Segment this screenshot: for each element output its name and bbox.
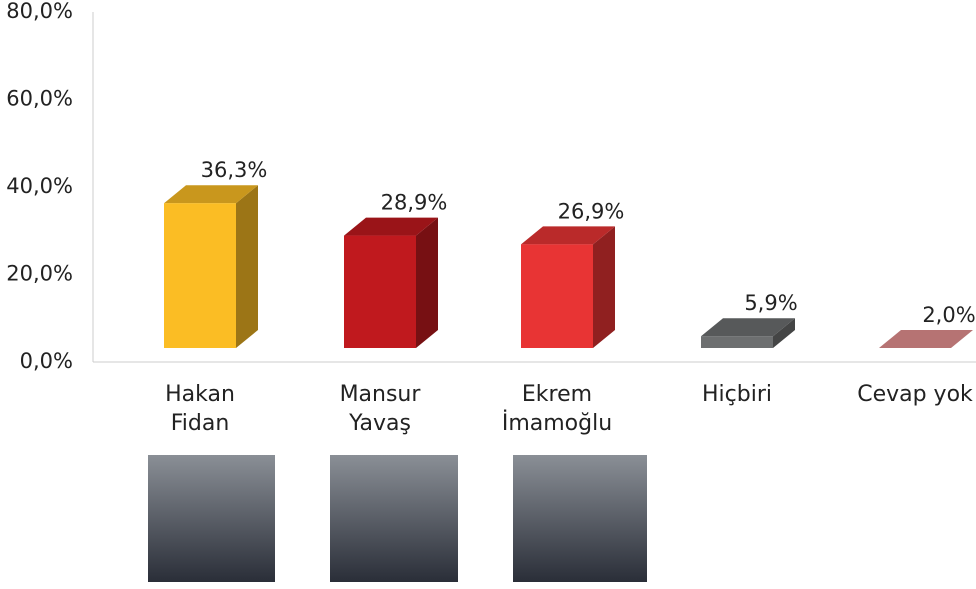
x-tick-label: Hiçbiri <box>702 382 772 407</box>
bar-top <box>879 330 973 348</box>
bar-top <box>344 217 438 236</box>
photo <box>513 455 647 582</box>
photo <box>330 455 458 582</box>
y-tick-label: 80,0% <box>6 0 73 23</box>
bar-side <box>416 217 438 348</box>
bar-side <box>773 318 795 348</box>
x-tick-label: Ekrem İmamoğlu <box>501 382 613 436</box>
y-tick-label: 0,0% <box>20 349 73 373</box>
bar <box>701 336 773 348</box>
bar <box>521 244 593 348</box>
value-label: 5,9% <box>744 291 797 315</box>
y-tick-label: 60,0% <box>6 87 73 111</box>
photo <box>148 455 275 582</box>
bar-side <box>236 185 258 348</box>
x-tick-label: Cevap yok <box>857 382 973 407</box>
value-label: 36,3% <box>201 158 268 182</box>
value-label: 26,9% <box>558 199 625 223</box>
y-tick-label: 40,0% <box>6 174 73 198</box>
bar-top <box>521 226 615 245</box>
bar-side <box>593 226 615 348</box>
bar-top <box>701 318 795 337</box>
bar <box>344 235 416 348</box>
bar-top <box>164 185 258 204</box>
x-tick-label: Hakan Fidan <box>165 382 235 436</box>
value-label: 28,9% <box>381 191 448 215</box>
y-tick-label: 20,0% <box>6 262 73 286</box>
x-tick-label: Mansur Yavaş <box>339 382 421 436</box>
value-label: 2,0% <box>922 303 975 327</box>
bar <box>164 203 236 348</box>
